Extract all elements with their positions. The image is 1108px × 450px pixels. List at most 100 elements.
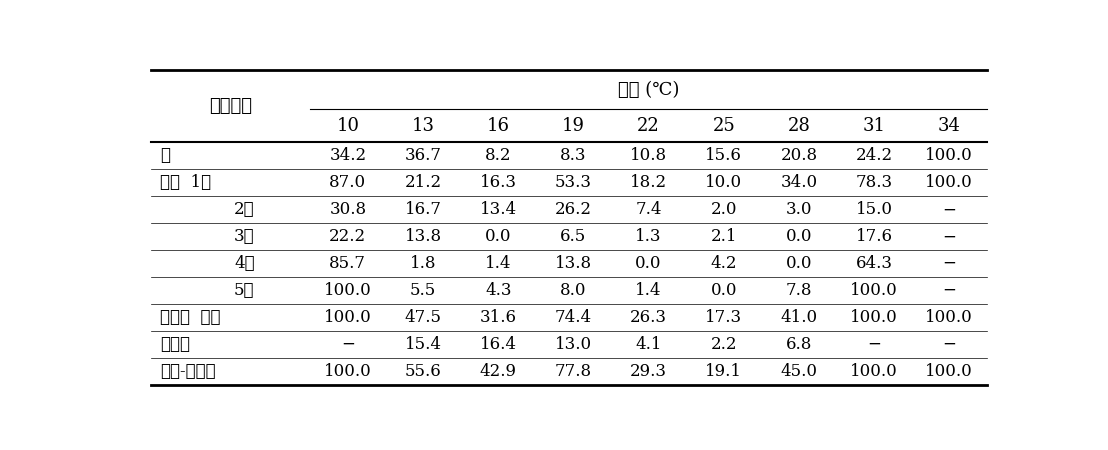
Text: 42.9: 42.9 bbox=[480, 363, 516, 380]
Text: 0.0: 0.0 bbox=[485, 228, 512, 245]
Text: 13.8: 13.8 bbox=[555, 255, 592, 272]
Text: 53.3: 53.3 bbox=[555, 174, 592, 191]
Text: 28: 28 bbox=[788, 117, 810, 135]
Text: 100.0: 100.0 bbox=[925, 174, 973, 191]
Text: 34.2: 34.2 bbox=[329, 147, 367, 164]
Text: 22.2: 22.2 bbox=[329, 228, 367, 245]
Text: 17.3: 17.3 bbox=[705, 309, 742, 326]
Text: 64.3: 64.3 bbox=[855, 255, 893, 272]
Text: 8.3: 8.3 bbox=[561, 147, 586, 164]
Text: 31: 31 bbox=[863, 117, 885, 135]
Text: 100.0: 100.0 bbox=[324, 363, 371, 380]
Text: 16: 16 bbox=[486, 117, 510, 135]
Text: 24.2: 24.2 bbox=[855, 147, 893, 164]
Text: 31.6: 31.6 bbox=[480, 309, 516, 326]
Text: 발육단계: 발육단계 bbox=[209, 97, 253, 115]
Text: 6.8: 6.8 bbox=[786, 336, 812, 353]
Text: 15.4: 15.4 bbox=[404, 336, 441, 353]
Text: 4.1: 4.1 bbox=[635, 336, 661, 353]
Text: 47.5: 47.5 bbox=[404, 309, 441, 326]
Text: 34: 34 bbox=[937, 117, 961, 135]
Text: 18.2: 18.2 bbox=[630, 174, 667, 191]
Text: 1.8: 1.8 bbox=[410, 255, 437, 272]
Text: 1.4: 1.4 bbox=[635, 282, 661, 299]
Text: 29.3: 29.3 bbox=[630, 363, 667, 380]
Text: 3령: 3령 bbox=[234, 228, 255, 245]
Text: 7.4: 7.4 bbox=[635, 201, 661, 218]
Text: 16.4: 16.4 bbox=[480, 336, 516, 353]
Text: 번데기: 번데기 bbox=[160, 336, 189, 353]
Text: −: − bbox=[341, 336, 355, 353]
Text: 17.6: 17.6 bbox=[855, 228, 893, 245]
Text: 15.6: 15.6 bbox=[706, 147, 742, 164]
Text: 13.0: 13.0 bbox=[555, 336, 592, 353]
Text: 10: 10 bbox=[337, 117, 359, 135]
Text: 알: 알 bbox=[160, 147, 170, 164]
Text: 100.0: 100.0 bbox=[925, 147, 973, 164]
Text: 100.0: 100.0 bbox=[850, 363, 897, 380]
Text: −: − bbox=[943, 336, 956, 353]
Text: 16.7: 16.7 bbox=[404, 201, 441, 218]
Text: 4.3: 4.3 bbox=[485, 282, 512, 299]
Text: 25: 25 bbox=[712, 117, 735, 135]
Text: 0.0: 0.0 bbox=[786, 255, 812, 272]
Text: 5.5: 5.5 bbox=[410, 282, 437, 299]
Text: 26.2: 26.2 bbox=[555, 201, 592, 218]
Text: 41.0: 41.0 bbox=[780, 309, 818, 326]
Text: 13.8: 13.8 bbox=[404, 228, 442, 245]
Text: 100.0: 100.0 bbox=[850, 309, 897, 326]
Text: 7.8: 7.8 bbox=[786, 282, 812, 299]
Text: 유충기  전체: 유충기 전체 bbox=[160, 309, 220, 326]
Text: 45.0: 45.0 bbox=[780, 363, 818, 380]
Text: 2.1: 2.1 bbox=[710, 228, 737, 245]
Text: 34.0: 34.0 bbox=[780, 174, 818, 191]
Text: 100.0: 100.0 bbox=[925, 309, 973, 326]
Text: −: − bbox=[868, 336, 881, 353]
Text: 2.0: 2.0 bbox=[710, 201, 737, 218]
Text: 10.8: 10.8 bbox=[630, 147, 667, 164]
Text: 16.3: 16.3 bbox=[480, 174, 516, 191]
Text: 55.6: 55.6 bbox=[404, 363, 441, 380]
Text: 20.8: 20.8 bbox=[780, 147, 818, 164]
Text: 5령: 5령 bbox=[234, 282, 255, 299]
Text: 100.0: 100.0 bbox=[850, 282, 897, 299]
Text: 유충-번데기: 유충-번데기 bbox=[160, 363, 216, 380]
Text: 78.3: 78.3 bbox=[855, 174, 893, 191]
Text: 2령: 2령 bbox=[234, 201, 255, 218]
Text: 21.2: 21.2 bbox=[404, 174, 442, 191]
Text: 1.3: 1.3 bbox=[635, 228, 661, 245]
Text: 30.8: 30.8 bbox=[329, 201, 367, 218]
Text: 36.7: 36.7 bbox=[404, 147, 441, 164]
Text: 8.0: 8.0 bbox=[561, 282, 586, 299]
Text: 4.2: 4.2 bbox=[710, 255, 737, 272]
Text: 13: 13 bbox=[411, 117, 434, 135]
Text: 87.0: 87.0 bbox=[329, 174, 367, 191]
Text: 74.4: 74.4 bbox=[555, 309, 592, 326]
Text: 77.8: 77.8 bbox=[555, 363, 592, 380]
Text: 100.0: 100.0 bbox=[324, 282, 371, 299]
Text: 8.2: 8.2 bbox=[485, 147, 512, 164]
Text: 100.0: 100.0 bbox=[324, 309, 371, 326]
Text: 22: 22 bbox=[637, 117, 660, 135]
Text: 10.0: 10.0 bbox=[705, 174, 742, 191]
Text: 3.0: 3.0 bbox=[786, 201, 812, 218]
Text: 유충  1령: 유충 1령 bbox=[160, 174, 212, 191]
Text: 2.2: 2.2 bbox=[710, 336, 737, 353]
Text: 13.4: 13.4 bbox=[480, 201, 516, 218]
Text: 0.0: 0.0 bbox=[786, 228, 812, 245]
Text: 온도 (℃): 온도 (℃) bbox=[618, 81, 679, 99]
Text: −: − bbox=[943, 228, 956, 245]
Text: 19: 19 bbox=[562, 117, 585, 135]
Text: 15.0: 15.0 bbox=[855, 201, 893, 218]
Text: 0.0: 0.0 bbox=[710, 282, 737, 299]
Text: −: − bbox=[943, 201, 956, 218]
Text: 85.7: 85.7 bbox=[329, 255, 367, 272]
Text: 6.5: 6.5 bbox=[561, 228, 586, 245]
Text: 26.3: 26.3 bbox=[630, 309, 667, 326]
Text: 100.0: 100.0 bbox=[925, 363, 973, 380]
Text: 19.1: 19.1 bbox=[706, 363, 742, 380]
Text: 0.0: 0.0 bbox=[635, 255, 661, 272]
Text: 1.4: 1.4 bbox=[485, 255, 512, 272]
Text: −: − bbox=[943, 282, 956, 299]
Text: −: − bbox=[943, 255, 956, 272]
